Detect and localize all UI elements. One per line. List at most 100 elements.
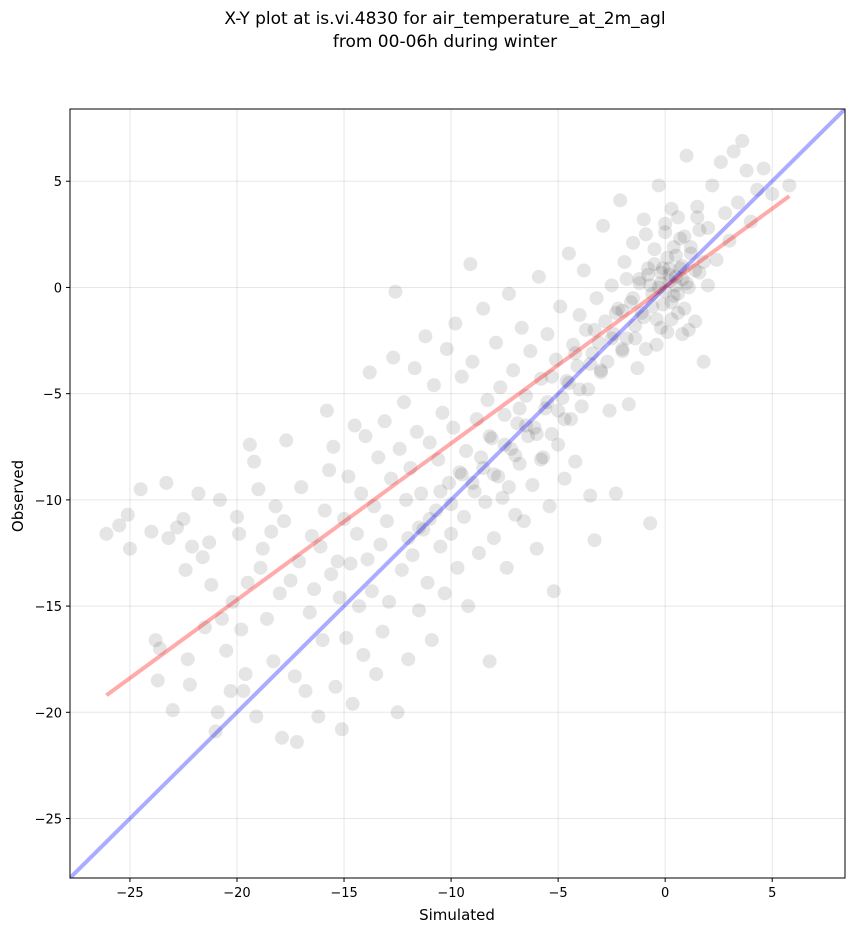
y-tick-label: 5 (54, 175, 62, 190)
data-point (540, 327, 555, 342)
data-point (377, 414, 392, 429)
data-point (696, 254, 711, 269)
data-point (330, 554, 345, 569)
data-point (617, 254, 632, 269)
data-point (551, 403, 566, 418)
data-point (493, 380, 508, 395)
data-point (459, 444, 474, 459)
data-point (555, 390, 570, 405)
data-point (499, 560, 514, 575)
data-point (467, 484, 482, 499)
data-point (435, 405, 450, 420)
data-point (401, 652, 416, 667)
data-point (307, 582, 322, 597)
data-point (390, 705, 405, 720)
data-point (544, 369, 559, 384)
data-point (730, 195, 745, 210)
data-point (315, 633, 330, 648)
data-point (292, 554, 307, 569)
data-point (219, 643, 234, 658)
data-point (690, 199, 705, 214)
data-point (433, 484, 448, 499)
data-point (619, 271, 634, 286)
data-point (649, 312, 664, 327)
data-point (626, 291, 641, 306)
data-points (99, 133, 797, 750)
data-point (379, 514, 394, 529)
data-point (152, 641, 167, 656)
data-point (604, 331, 619, 346)
data-point (352, 599, 367, 614)
data-point (576, 263, 591, 278)
data-point (414, 486, 429, 501)
x-tick-label: −5 (549, 886, 568, 901)
data-point (643, 278, 658, 293)
data-point (403, 461, 418, 476)
data-point (583, 488, 598, 503)
data-point (298, 684, 313, 699)
data-point (358, 429, 373, 444)
data-point (396, 395, 411, 410)
data-point (521, 429, 536, 444)
data-point (501, 286, 516, 301)
data-point (700, 278, 715, 293)
data-point (99, 526, 114, 541)
data-point (692, 265, 707, 280)
data-point (626, 235, 641, 250)
data-point (673, 261, 688, 276)
data-point (401, 531, 416, 546)
data-point (705, 178, 720, 193)
data-point (354, 486, 369, 501)
data-point (514, 320, 529, 335)
data-point (681, 322, 696, 337)
data-point (444, 497, 459, 512)
data-point (247, 454, 262, 469)
data-point (431, 452, 446, 467)
data-point (615, 342, 630, 357)
data-point (658, 225, 673, 240)
data-point (454, 467, 469, 482)
data-point (696, 354, 711, 369)
data-point (538, 401, 553, 416)
data-point (512, 456, 527, 471)
data-point (178, 562, 193, 577)
data-point (471, 545, 486, 560)
data-point (268, 499, 283, 514)
data-point (420, 575, 435, 590)
data-point (508, 448, 523, 463)
data-point (664, 312, 679, 327)
data-point (465, 475, 480, 490)
data-point (658, 284, 673, 299)
data-point (647, 242, 662, 257)
data-point (602, 403, 617, 418)
data-point (240, 575, 255, 590)
data-point (210, 705, 225, 720)
data-point (506, 363, 521, 378)
data-point (570, 359, 585, 374)
data-point (675, 271, 690, 286)
data-point (424, 633, 439, 648)
data-point (484, 431, 499, 446)
data-point (615, 303, 630, 318)
data-point (384, 471, 399, 486)
data-point (242, 437, 257, 452)
data-point (411, 603, 426, 618)
data-point (568, 454, 583, 469)
data-point (604, 278, 619, 293)
data-point (743, 214, 758, 229)
data-point (266, 654, 281, 669)
data-point (381, 594, 396, 609)
data-point (208, 724, 223, 739)
data-point (437, 586, 452, 601)
data-point (591, 335, 606, 350)
y-tick-label: −20 (35, 706, 62, 721)
data-point (212, 492, 227, 507)
data-point (679, 148, 694, 163)
data-point (463, 257, 478, 272)
x-tick-label: 0 (661, 886, 669, 901)
reference-line (105, 194, 791, 697)
data-point (574, 399, 589, 414)
data-point (638, 342, 653, 357)
x-tick-label: −10 (437, 886, 464, 901)
